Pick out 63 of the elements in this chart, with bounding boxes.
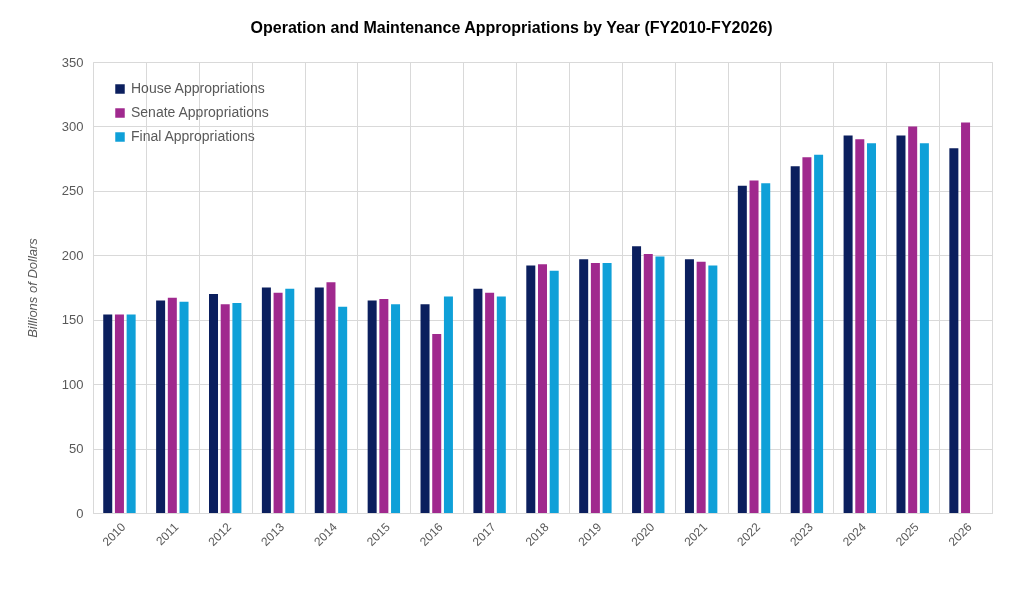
bar — [684, 259, 694, 513]
bar — [126, 314, 136, 513]
bar — [843, 135, 853, 513]
y-tick-label: 150 — [61, 312, 84, 328]
bar — [855, 139, 865, 513]
y-tick-label: 100 — [61, 376, 84, 392]
bar — [749, 180, 759, 513]
bar — [737, 185, 747, 513]
legend-label: Final Appropriations — [131, 128, 255, 144]
y-tick-label: 200 — [61, 247, 84, 263]
bar — [261, 287, 271, 513]
bar — [538, 264, 547, 513]
bar — [696, 261, 706, 513]
bar — [708, 265, 718, 513]
bar — [814, 154, 824, 513]
bar — [156, 300, 166, 513]
bar — [643, 254, 653, 513]
bar — [602, 263, 612, 513]
bar — [285, 288, 295, 513]
bar — [420, 304, 430, 513]
bar — [549, 270, 559, 513]
bar — [919, 143, 929, 513]
bar — [103, 314, 113, 513]
bar — [790, 166, 800, 513]
bar — [179, 301, 189, 513]
bar — [655, 256, 665, 513]
y-tick-label: 250 — [61, 183, 84, 199]
legend-label: Senate Appropriations — [131, 104, 269, 120]
bar — [496, 296, 506, 513]
chart-title: Operation and Maintenance Appropriations by Year (FY2010-FY2026) — [250, 19, 773, 36]
bar — [632, 246, 642, 513]
y-tick-label: 50 — [69, 441, 84, 457]
bar — [114, 314, 124, 513]
bar — [485, 292, 495, 513]
bar — [590, 263, 600, 513]
bar — [443, 296, 453, 513]
bar — [896, 135, 906, 513]
bar — [314, 287, 324, 513]
y-axis-title: Billions of Dollars — [24, 237, 40, 338]
bar — [391, 304, 401, 513]
bar — [761, 183, 771, 513]
bar — [338, 306, 348, 513]
bar — [908, 126, 918, 513]
bar — [379, 299, 389, 513]
bar — [802, 157, 812, 513]
bar — [949, 148, 959, 513]
bar — [432, 333, 442, 513]
bar — [326, 282, 336, 513]
legend-label: House Appropriations — [131, 80, 265, 96]
bar — [167, 297, 177, 513]
bar — [866, 143, 876, 513]
y-tick-label: 0 — [76, 505, 84, 521]
bar — [209, 293, 219, 513]
bar — [367, 300, 377, 513]
bar — [220, 304, 230, 513]
bar — [273, 292, 283, 513]
y-tick-label: 300 — [61, 118, 84, 134]
bar — [473, 288, 483, 513]
bar — [579, 259, 589, 513]
bar — [232, 302, 242, 513]
bar — [526, 265, 536, 513]
bar — [961, 122, 971, 513]
y-tick-label: 350 — [61, 54, 84, 70]
